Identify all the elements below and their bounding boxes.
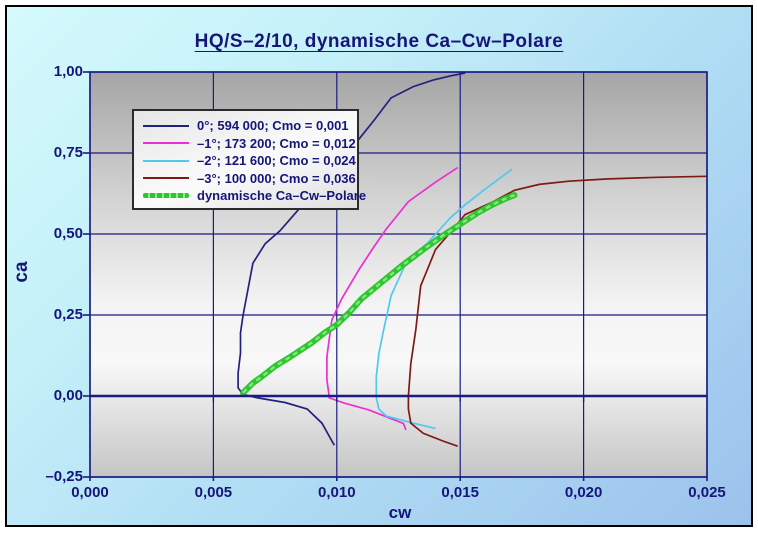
- legend-item-label: 0°; 594 000; Cmo = 0,001: [197, 118, 349, 133]
- legend-line-sample: [143, 177, 189, 179]
- y-tick-label: –0,25: [45, 468, 83, 485]
- legend-line-sample: [143, 159, 189, 162]
- x-tick-label: 0,010: [318, 484, 356, 501]
- y-tick-label: 0,00: [53, 387, 83, 404]
- x-tick-label: 0,000: [71, 484, 109, 501]
- plot-border: [89, 71, 708, 478]
- series-dynamische-polare: [240, 192, 518, 396]
- series-curve-2: [375, 168, 513, 430]
- legend-item: –3°; 100 000; Cmo = 0,036: [143, 170, 356, 187]
- legend-item: –1°; 173 200; Cmo = 0,012: [143, 135, 356, 152]
- x-axis-title: cw: [388, 503, 412, 522]
- legend-line-sample: [143, 142, 189, 144]
- y-tick-label: 1,00: [53, 63, 83, 80]
- legend: 0°; 594 000; Cmo = 0,001 –1°; 173 200; Cm…: [132, 109, 366, 210]
- legend-item-label: –3°; 100 000; Cmo = 0,036: [197, 170, 356, 186]
- series-curve-3: [407, 175, 708, 448]
- chart-panel: HQ/S–2/10, dynamische Ca–Cw–Polare ca cw…: [5, 5, 753, 527]
- legend-item: 0°; 594 000; Cmo = 0,001: [143, 117, 349, 134]
- legend-item-label: –2°; 121 600; Cmo = 0,024: [197, 153, 356, 168]
- legend-marker-chain-sample: [143, 193, 189, 198]
- legend-line-sample: [143, 124, 189, 127]
- series-curve-0: [237, 72, 466, 446]
- legend-item: dynamische Ca–Cw–Polare: [143, 187, 366, 204]
- page-title: HQ/S–2/10, dynamische Ca–Cw–Polare: [194, 31, 564, 52]
- x-tick-label: 0,020: [564, 484, 603, 501]
- x-tick-label: 0,015: [441, 484, 479, 501]
- legend-item-label: –1°; 173 200; Cmo = 0,012: [197, 135, 356, 151]
- y-axis-title: ca: [11, 261, 32, 283]
- y-tick-label: 0,75: [53, 144, 83, 161]
- x-tick-label: 0,025: [688, 484, 726, 501]
- x-tick-label: 0,005: [194, 484, 233, 501]
- legend-item-label: dynamische Ca–Cw–Polare: [197, 188, 367, 203]
- y-tick-label: 0,25: [53, 306, 83, 323]
- y-tick-label: 0,50: [53, 225, 83, 242]
- legend-item: –2°; 121 600; Cmo = 0,024: [143, 152, 356, 169]
- plot-area: [83, 71, 708, 481]
